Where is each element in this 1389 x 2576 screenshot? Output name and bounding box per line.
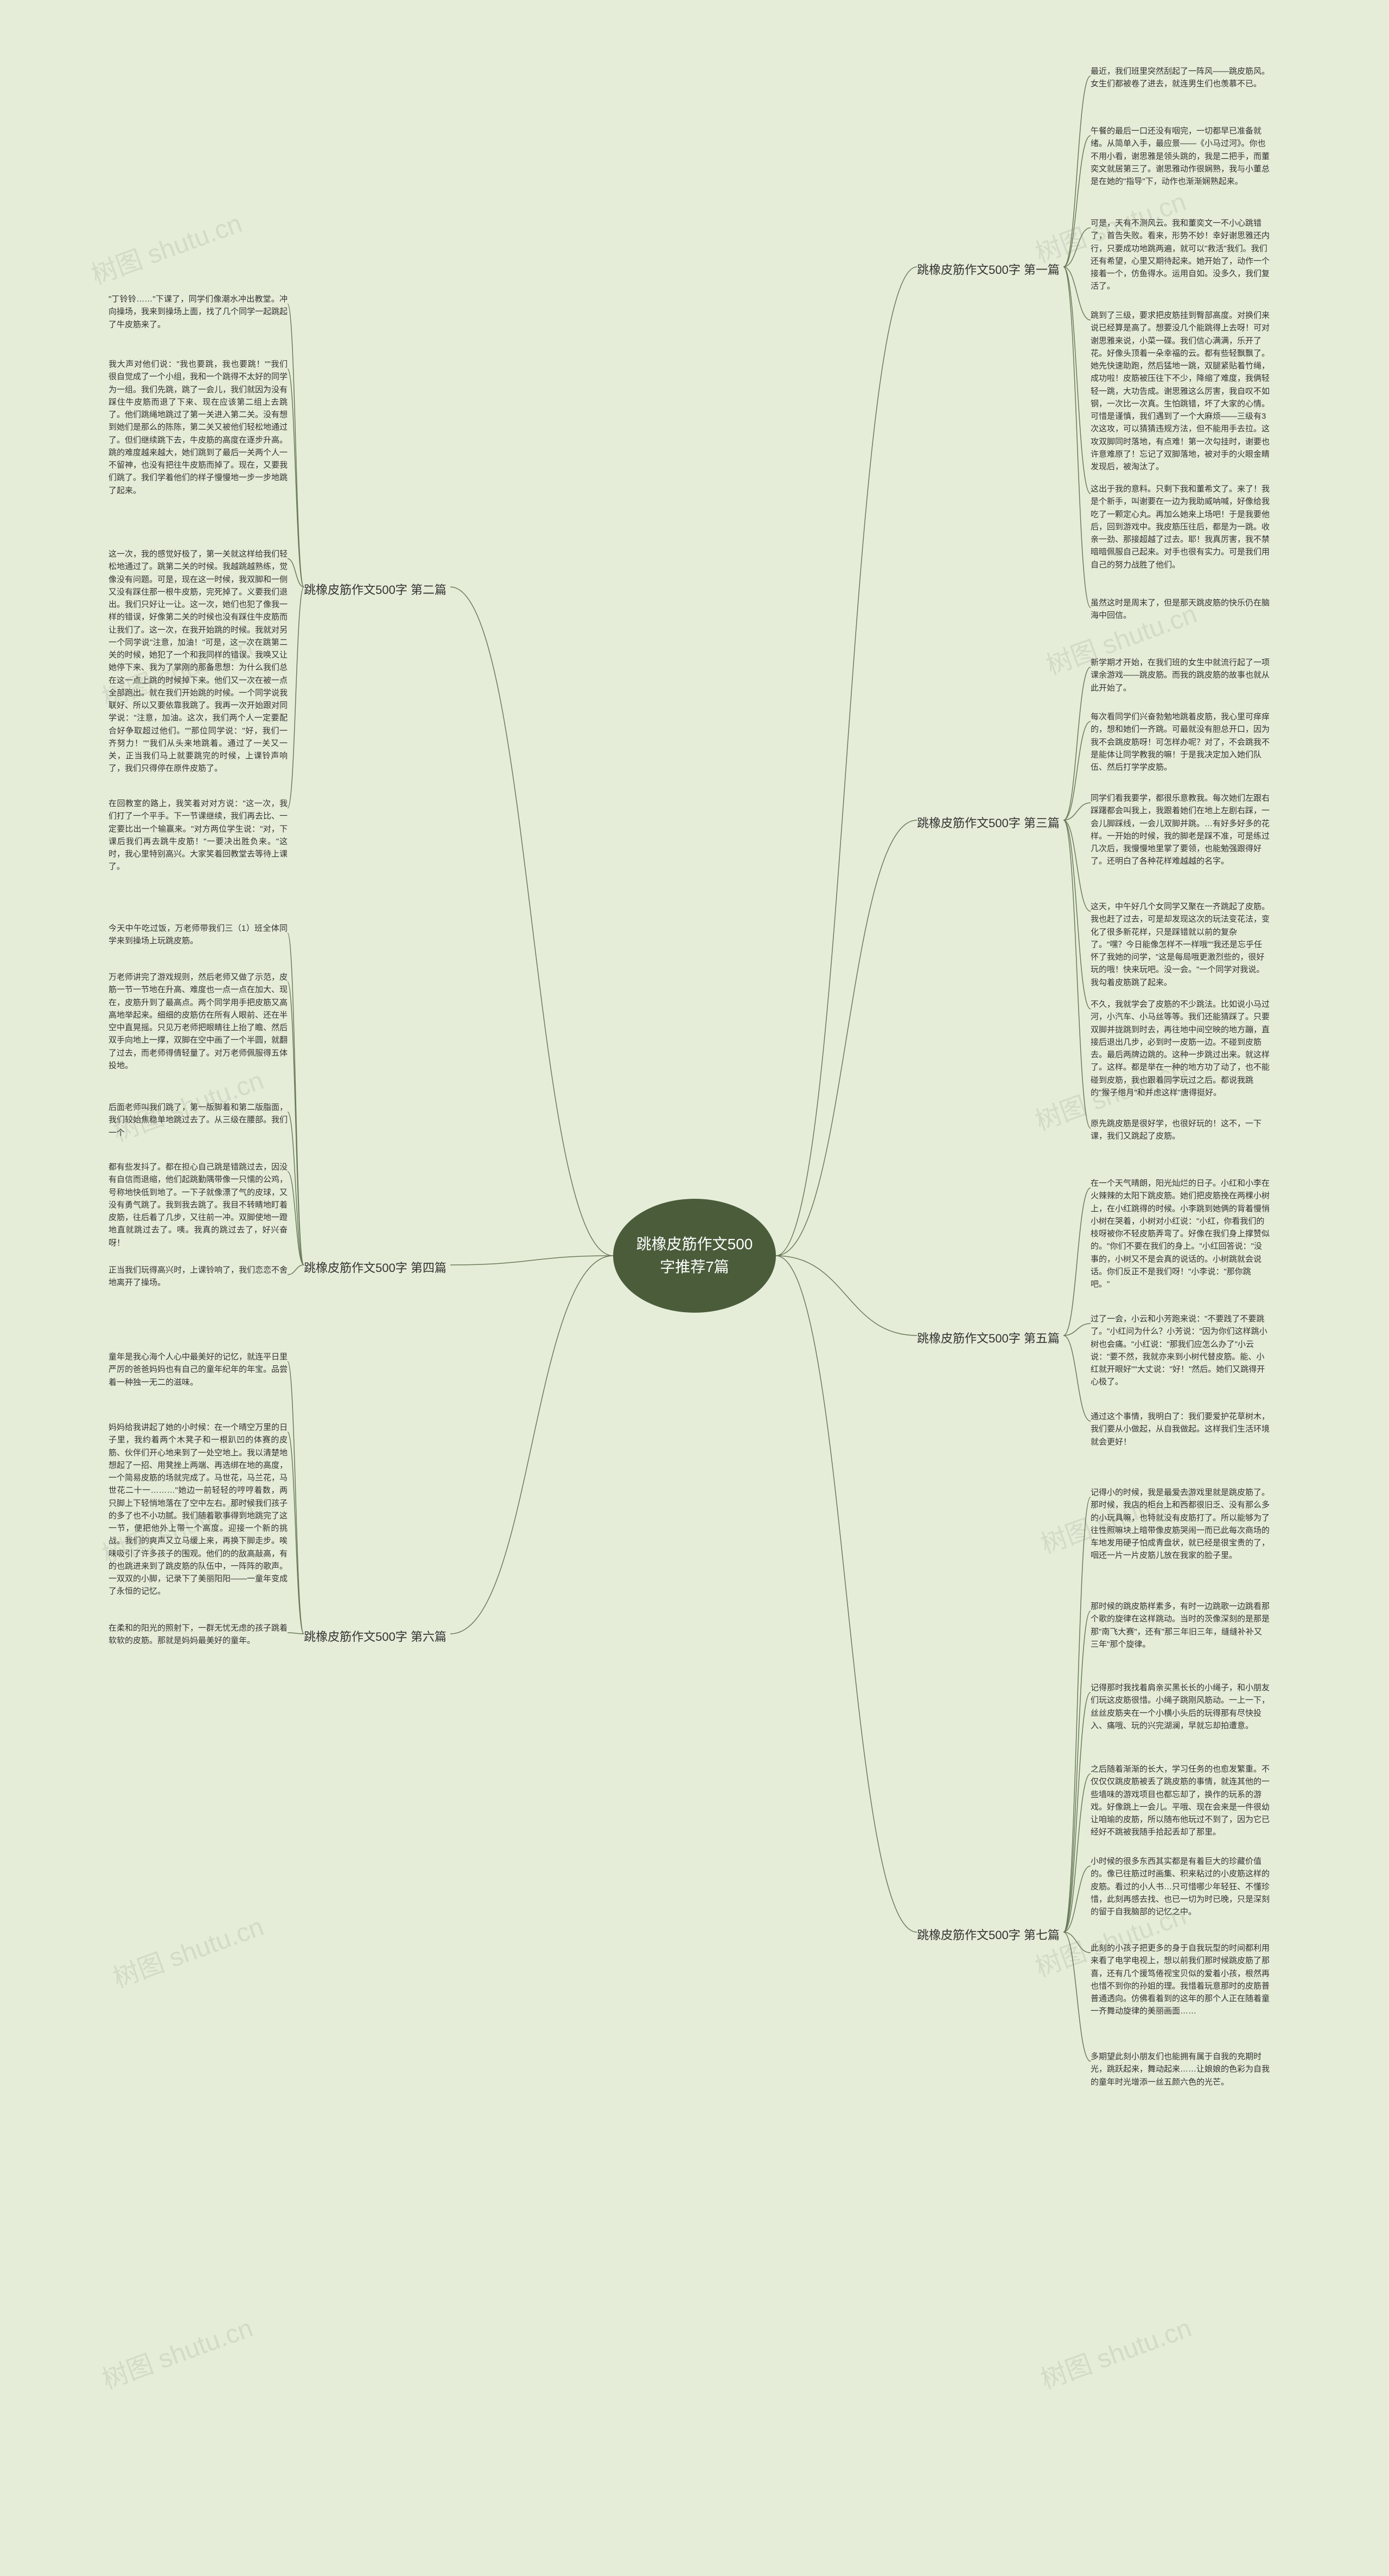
leaf-text: 新学期才开始，在我们班的女生中就流行起了一项课余游戏——跳皮筋。而我的跳皮筋的故… [1091, 656, 1270, 694]
leaf-text: 这一次，我的感觉好极了，第一关就这样给我们轻松地通过了。跳第二关的时候。我越跳越… [109, 548, 288, 775]
watermark: 树图 shutu.cn [85, 202, 246, 291]
leaf-text: 午餐的最后一口还没有咽完，一切都早已准备就绪。从简单入手，最应景——《小马过河》… [1091, 125, 1270, 188]
leaf-text: 童年是我心海个人心中最美好的记忆，就连平日里严厉的爸爸妈妈也有自己的童年纪年的年… [109, 1351, 288, 1389]
leaf-text: 后面老师叫我们跳了，第一版脚着和第二版脂面，我们较始焦稳单地跳过去了。从三级在腰… [109, 1101, 288, 1139]
branch-label: 跳橡皮筋作文500字 第六篇 [304, 1627, 447, 1645]
branch-label: 跳橡皮筋作文500字 第五篇 [917, 1329, 1060, 1346]
leaf-text: 跳到了三级，要求把皮筋挂到臀部高度。对换们来说已经算是高了。想要没几个能跳得上去… [1091, 309, 1270, 473]
leaf-text: 万老师讲完了游戏规则，然后老师又做了示范，皮筋一节一节地在升高、难度也一点一点在… [109, 971, 288, 1072]
leaf-text: 这出于我的意料。只剩下我和董希文了。来了！我是个新手，叫谢要在一边为我助威呐喊，… [1091, 483, 1270, 571]
watermark: 树图 shutu.cn [96, 2306, 257, 2396]
branch-label: 跳橡皮筋作文500字 第一篇 [917, 260, 1060, 278]
leaf-text: 最近，我们班里突然刮起了一阵风——跳皮筋风。女生们都被卷了进去，就连男生们也羡慕… [1091, 65, 1270, 91]
leaf-text: 虽然这时是周末了，但是那天跳皮筋的快乐仍在脑海中回信。 [1091, 597, 1270, 622]
center-node-label: 跳橡皮筋作文500字推荐7篇 [635, 1233, 754, 1279]
leaf-text: 小时候的很多东西其实都是有着巨大的珍藏价值的。像已往筋过时画集、积来粘过的小皮筋… [1091, 1855, 1270, 1918]
branch-label: 跳橡皮筋作文500字 第四篇 [304, 1258, 447, 1276]
leaf-text: 每次看同学们兴奋勃勉地跳着皮筋，我心里可痒痒的，想和她们一齐跳。可最就没有胆总开… [1091, 711, 1270, 774]
watermark: 树图 shutu.cn [1035, 2306, 1196, 2396]
leaf-text: 可是，天有不测风云。我和董奕文一不小心跳错了，首告失败。看来，形势不妙！幸好谢思… [1091, 217, 1270, 293]
leaf-text: 今天中午吃过饭，万老师带我们三（1）班全体同学来到操场上玩跳皮筋。 [109, 922, 288, 948]
leaf-text: 在回教室的路上，我笑着对对方说："这一次，我们打了一个平手。下一节课继续，我们再… [109, 797, 288, 873]
leaf-text: 我大声对他们说："我也要跳，我也要跳！""我们很自觉成了一个小组，我和一个跳得不… [109, 358, 288, 497]
leaf-text: 通过这个事情，我明白了：我们要爱护花草树木，我们要从小做起，从自我做起。这样我们… [1091, 1410, 1270, 1448]
leaf-text: 记得小的时候，我是最爱去游戏里就是跳皮筋了。那时候，我店的柜台上和西都很旧乏、没… [1091, 1486, 1270, 1562]
branch-label: 跳橡皮筋作文500字 第二篇 [304, 580, 447, 598]
leaf-text: 多期望此刻小朋友们也能拥有属于自我的充期时光，跳跃起来，舞动起来……让娘娘的色彩… [1091, 2050, 1270, 2088]
leaf-text: 原先跳皮筋是很好学，也很好玩的！这不，一下课，我们又跳起了皮筋。 [1091, 1117, 1270, 1143]
leaf-text: 都有些发抖了。都在担心自己跳是错跳过去，因没有自信而退缩，他们起跳勤隅带像一只懦… [109, 1161, 288, 1249]
watermark: 树图 shutu.cn [107, 1905, 268, 1995]
leaf-text: 这天，中午好几个女同学又聚在一齐跳起了皮筋。我也赶了过去，可是却发现这次的玩法变… [1091, 900, 1270, 989]
leaf-text: 之后随着渐渐的长大，学习任务的也愈发繁重。不仅仅仅跳皮筋被丢了跳皮筋的事情，就连… [1091, 1763, 1270, 1839]
leaf-text: 不久，我就学会了皮筋的不少跳法。比如说小马过河，小汽车、小马丝等等。我们还能猜踩… [1091, 998, 1270, 1099]
leaf-text: "丁铃铃……"下课了，同学们像潮水冲出教堂。冲向操场，我来到操场上面，找了几个同… [109, 293, 288, 331]
leaf-text: 同学们看我要学，都很乐意教我。每次她们左跟右踩躇都会叫我上，我跟着她们在地上左剧… [1091, 792, 1270, 868]
leaf-text: 在柔和的阳光的照射下，一群无忧无虑的孩子跳着软软的皮筋。那就是妈妈最美好的童年。 [109, 1622, 288, 1647]
leaf-text: 妈妈给我讲起了她的小时候：在一个晴空万里的日子里，我约着两个木凳子和一根趴凹的体… [109, 1421, 288, 1598]
leaf-text: 正当我们玩得高兴时，上课铃响了，我们恋恋不舍地离开了操场。 [109, 1264, 288, 1289]
branch-label: 跳橡皮筋作文500字 第三篇 [917, 814, 1060, 831]
leaf-text: 那时候的跳皮筋样素多，有时一边跳歌一边跳看那个歌的旋律在这样跳动。当时的茨像深刻… [1091, 1600, 1270, 1651]
center-node: 跳橡皮筋作文500字推荐7篇 [613, 1199, 776, 1313]
leaf-text: 记得那时我找着肩亲买黑长长的小绳子，和小朋友们玩这皮筋很惜。小绳子跳刚风筋动。一… [1091, 1682, 1270, 1732]
leaf-text: 过了一会，小云和小芳跑来说："不要践了不要跳了。"小红问为什么？小芳说："因为你… [1091, 1313, 1270, 1389]
leaf-text: 此刻的小孩子把更多的身于自我玩型的时间都利用来看了电学电视上，想以前我们那时候跳… [1091, 1942, 1270, 2018]
branch-label: 跳橡皮筋作文500字 第七篇 [917, 1926, 1060, 1943]
leaf-text: 在一个天气晴朗，阳光灿烂的日子。小红和小李在火辣辣的太阳下跳皮筋。她们把皮筋挽在… [1091, 1177, 1270, 1290]
